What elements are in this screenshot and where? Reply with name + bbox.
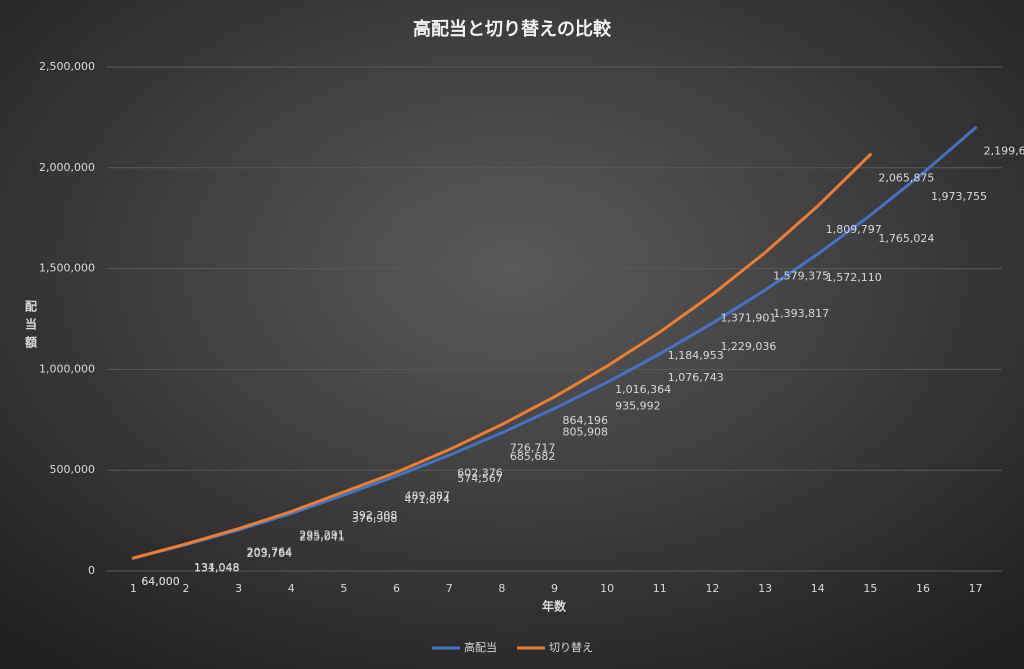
data-label: 64,000: [141, 575, 180, 588]
data-label: 1,229,036: [720, 340, 776, 353]
x-tick-label: 10: [600, 582, 614, 595]
x-axis-title: 年数: [542, 599, 567, 614]
data-label: 864,196: [563, 414, 609, 427]
y-tick-label: 500,000: [50, 463, 96, 476]
y-tick-label: 1,000,000: [39, 362, 95, 375]
series-line: [131, 126, 978, 560]
data-label: 2,199,603: [984, 145, 1024, 158]
x-tick-label: 9: [551, 582, 558, 595]
data-label: 726,717: [510, 441, 555, 454]
y-tick-label: 0: [88, 564, 95, 577]
data-label: 574,567: [457, 472, 503, 485]
chart-title: 高配当と切り替えの比較: [413, 18, 612, 40]
data-label: 1,184,953: [668, 349, 724, 362]
x-tick-label: 13: [758, 582, 772, 595]
data-label: 295,291: [299, 528, 345, 541]
data-label: 805,908: [563, 426, 609, 439]
data-label: 1,973,755: [931, 190, 987, 203]
data-label: 471,874: [405, 493, 451, 506]
x-tick-label: 6: [393, 582, 400, 595]
data-label: 134,048: [194, 561, 240, 574]
x-tick-label: 12: [705, 582, 719, 595]
data-label: 685,682: [510, 450, 555, 463]
data-label: 489,387: [405, 489, 451, 502]
x-tick-label: 4: [288, 582, 295, 595]
data-label: 1,076,743: [668, 371, 724, 384]
data-label: 1,393,817: [773, 307, 829, 320]
x-tick-label: 1: [130, 582, 137, 595]
y-tick-label: 2,500,000: [39, 60, 95, 73]
legend-label: 高配当: [464, 640, 497, 654]
data-label: 1,016,364: [615, 383, 671, 396]
data-label: 203,764: [247, 547, 293, 560]
data-label: 1,765,024: [878, 232, 934, 245]
data-label: 935,992: [615, 399, 661, 412]
x-tick-label: 11: [653, 582, 667, 595]
data-label: 2,065,875: [878, 172, 934, 185]
x-tick-label: 5: [340, 582, 347, 595]
x-tick-label: 15: [863, 582, 877, 595]
x-tick-label: 3: [235, 582, 242, 595]
legend-label: 切り替え: [549, 640, 593, 654]
y-axis-title: 配当額: [24, 299, 38, 354]
data-label: 392,308: [352, 509, 398, 522]
x-tick-label: 2: [182, 582, 189, 595]
data-label: 209,764: [247, 546, 293, 559]
series-line: [131, 153, 872, 560]
data-label: 376,908: [352, 512, 398, 525]
y-tick-label: 2,000,000: [39, 161, 95, 174]
x-tick-label: 14: [811, 582, 825, 595]
data-label: 1,809,797: [826, 223, 882, 236]
x-tick-label: 16: [916, 582, 930, 595]
data-label: 285,041: [299, 531, 345, 544]
data-label: 131,048: [194, 562, 240, 575]
x-tick-label: 17: [969, 582, 983, 595]
x-tick-label: 7: [446, 582, 453, 595]
data-label: 64,000: [141, 575, 180, 588]
x-tick-label: 8: [498, 582, 505, 595]
data-label: 1,572,110: [826, 271, 882, 284]
y-tick-label: 1,500,000: [39, 262, 95, 275]
data-label: 1,371,901: [720, 311, 776, 324]
data-label: 1,579,375: [773, 270, 829, 283]
data-label: 602,376: [457, 467, 503, 480]
